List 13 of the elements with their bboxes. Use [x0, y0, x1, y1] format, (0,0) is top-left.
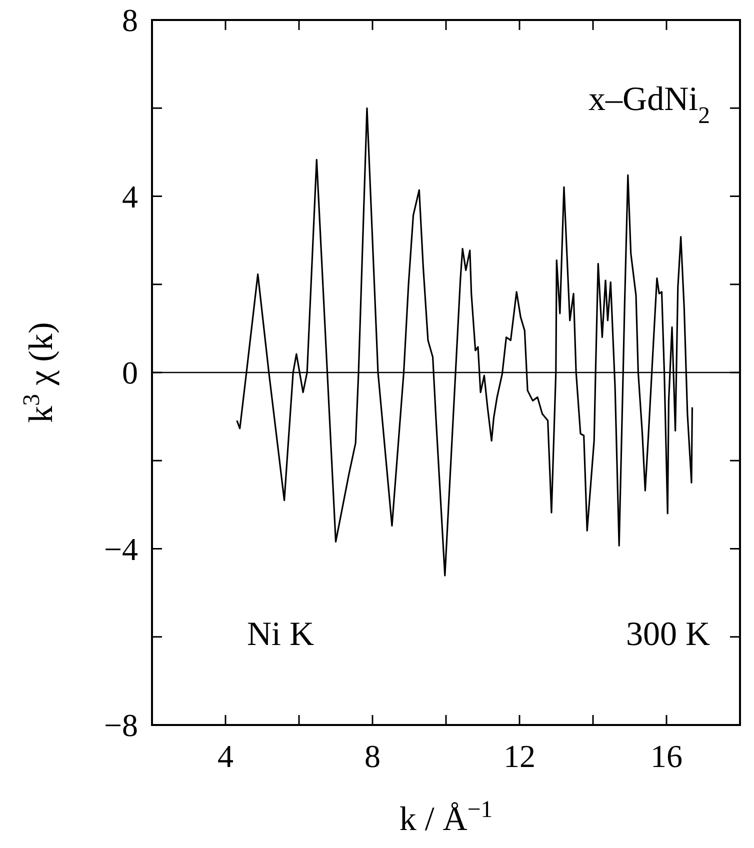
x-tick-label: 4 [218, 738, 234, 774]
annotation: Ni K [247, 616, 314, 653]
y-tick-label: 4 [122, 178, 138, 214]
x-axis-title: k / Å$^{−1}$ [399, 797, 493, 838]
annotation: 300 K [626, 616, 710, 653]
y-tick-label: 8 [122, 2, 138, 38]
annotation: x–GdNi$_{2}$ [588, 81, 710, 129]
y-tick-label: −4 [104, 530, 138, 567]
y-tick-label: 0 [122, 354, 138, 390]
x-tick-label: 16 [650, 738, 682, 774]
x-tick-label: 8 [364, 738, 380, 774]
y-tick-label: −8 [104, 707, 138, 743]
x-tick-label: 12 [504, 738, 536, 774]
